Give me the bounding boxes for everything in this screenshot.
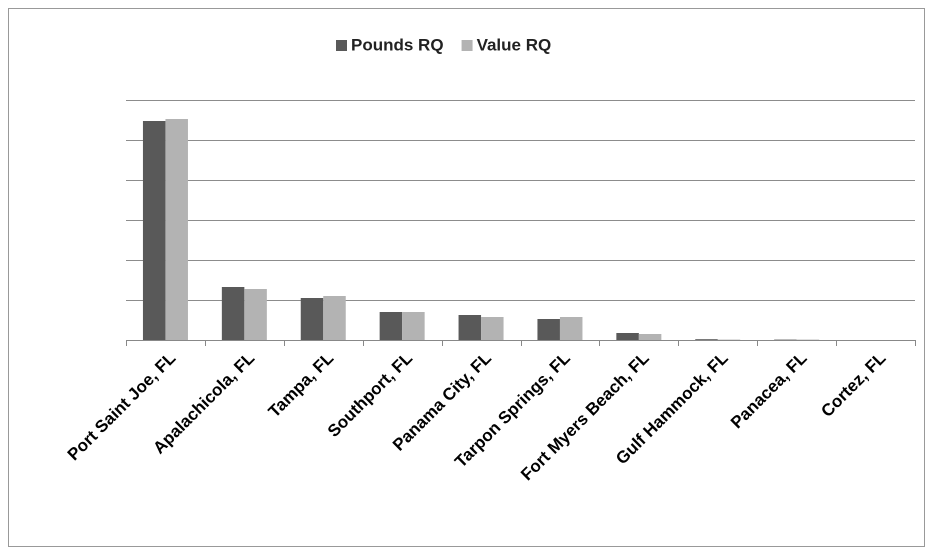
bar [323, 296, 346, 340]
legend-label: Pounds RQ [351, 35, 444, 54]
bar [221, 287, 245, 340]
bar [537, 319, 560, 340]
bar [481, 317, 504, 340]
bar [402, 312, 425, 340]
legend-swatch [336, 40, 347, 51]
legend-label: Value RQ [477, 35, 552, 54]
bar [142, 121, 166, 340]
bar [695, 339, 718, 340]
bar [616, 333, 639, 340]
bar [165, 119, 188, 340]
bar [244, 289, 267, 340]
bar [638, 334, 662, 340]
bar [559, 317, 583, 340]
legend-swatch [461, 40, 473, 51]
bar [300, 298, 324, 340]
bar [458, 315, 482, 340]
bar [379, 312, 403, 340]
